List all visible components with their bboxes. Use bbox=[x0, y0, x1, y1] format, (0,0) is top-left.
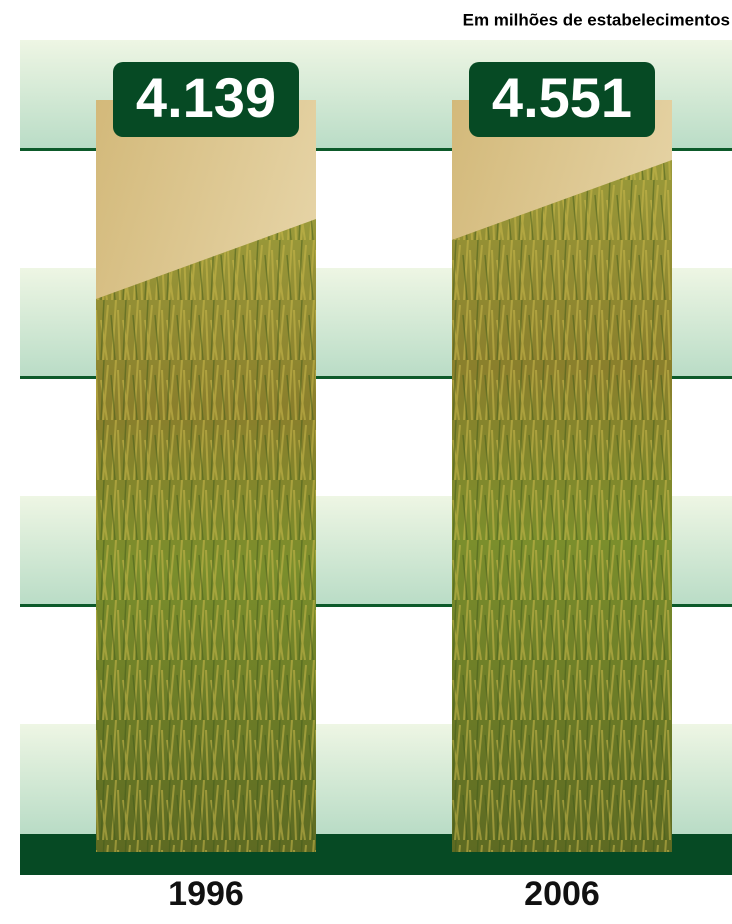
value-label-box bbox=[469, 62, 655, 137]
bar-texture bbox=[96, 219, 316, 852]
value-label: 4.139 bbox=[136, 66, 276, 129]
value-label-box bbox=[113, 62, 299, 137]
x-tick-label: 2006 bbox=[524, 875, 600, 913]
value-label: 4.551 bbox=[492, 66, 632, 129]
chart-subtitle: Em milhões de estabelecimentos bbox=[463, 10, 730, 29]
bar-texture bbox=[452, 160, 672, 852]
x-tick-label: 1996 bbox=[168, 875, 244, 913]
